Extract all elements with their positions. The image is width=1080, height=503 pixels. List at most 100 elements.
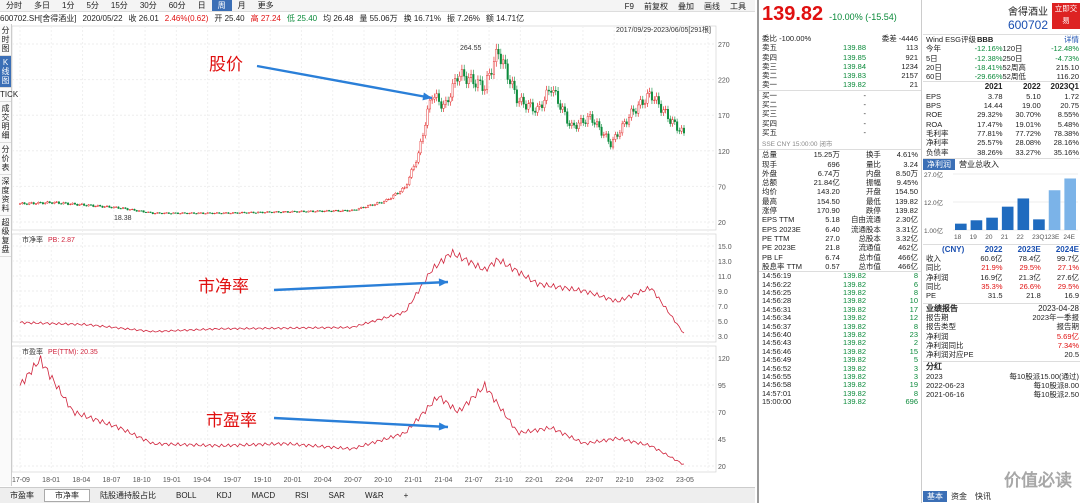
right-panel-tab[interactable]: 资金 bbox=[951, 492, 967, 501]
stat-row: 均价 143.20 开盘 154.50 bbox=[759, 187, 921, 196]
stat-row: 涨停 170.90 跌停 139.82 bbox=[759, 206, 921, 215]
period-tab[interactable]: 5分 bbox=[86, 1, 99, 10]
toolbar-tool[interactable]: 画线 bbox=[704, 1, 720, 11]
candle-body bbox=[213, 213, 216, 215]
tick-volume: 17 bbox=[909, 304, 918, 314]
indicator-tab[interactable]: SAR bbox=[328, 491, 345, 500]
candle-body bbox=[243, 211, 246, 213]
period-tab[interactable]: 月 bbox=[237, 1, 246, 10]
candle-body bbox=[410, 169, 413, 178]
perf-cell: 今年 bbox=[926, 44, 941, 54]
sidebar-tab[interactable]: 分时图 bbox=[0, 24, 11, 56]
stat-label: 均价 bbox=[762, 187, 777, 197]
candle-body bbox=[385, 199, 388, 202]
indicator-tab[interactable]: BOLL bbox=[176, 491, 197, 500]
toolbar-tool[interactable]: 叠加 bbox=[678, 1, 694, 11]
stat-row: EPS TTM 5.18 自由流通 2.30亿 bbox=[759, 215, 921, 224]
fin-cell: 净利率 bbox=[926, 138, 949, 148]
sidebar-tab[interactable]: 超级复盘 bbox=[0, 216, 11, 257]
chart-area[interactable]: 270 220 170 120 70 20 15.0 13.0 11.0 9.0 7.0 5.0 3.0… bbox=[12, 24, 742, 486]
perf-cell: 215.10 bbox=[1056, 62, 1079, 72]
indicator-tab[interactable]: 陆股通持股占比 bbox=[100, 491, 156, 500]
period-tab[interactable]: 更多 bbox=[257, 1, 274, 10]
max-price-label: 264.55 bbox=[460, 45, 482, 52]
sidebar-tab[interactable]: 深度资料 bbox=[0, 175, 11, 216]
indicator-tab[interactable]: KDJ bbox=[216, 491, 232, 500]
candle-body bbox=[570, 122, 573, 126]
perf-cell: 52周低 bbox=[1002, 72, 1026, 82]
candle-body bbox=[607, 133, 610, 142]
market-meta: SSE CNY 15:00:00 闭市 bbox=[759, 137, 921, 151]
fin-row: ROA 17.47% 19.01% 5.48% bbox=[923, 120, 1080, 129]
profit-tab[interactable]: 营业总收入 bbox=[959, 159, 999, 169]
esg-row: Wind ESG评级 BBB 详情 bbox=[923, 34, 1080, 44]
period-tab[interactable]: 1分 bbox=[62, 1, 75, 10]
candle-body bbox=[428, 99, 431, 110]
sidebar-tab[interactable]: 分价表 bbox=[0, 143, 11, 175]
candle-body bbox=[369, 204, 372, 206]
period-tab[interactable]: 分时 bbox=[6, 1, 22, 10]
stat-value: 5.18 bbox=[825, 215, 840, 225]
forecast-cell: 29.5% bbox=[1057, 282, 1079, 292]
esg-detail-link[interactable]: 详情 bbox=[1064, 35, 1079, 44]
forecast-cell: 收入 bbox=[926, 254, 941, 264]
toolbar-tool[interactable]: F9 bbox=[624, 1, 634, 11]
indicator-tab[interactable]: 市盈率 bbox=[10, 491, 34, 500]
sidebar-tab[interactable]: K线图 bbox=[0, 56, 11, 88]
stat-value: 139.82 bbox=[895, 206, 919, 216]
candle-body bbox=[362, 207, 365, 209]
tick-price: 139.82 bbox=[843, 363, 866, 373]
toolbar-tool[interactable]: 前复权 bbox=[644, 1, 668, 11]
report-row: 净利润对应PE 20.5 bbox=[923, 350, 1080, 359]
axis-tick-label: 20 bbox=[718, 464, 726, 471]
right-panel-tab[interactable]: 快讯 bbox=[975, 492, 991, 501]
axis-tick-label: 170 bbox=[718, 113, 730, 120]
add-tab-button[interactable]: + bbox=[403, 491, 409, 500]
period-tab[interactable]: 15分 bbox=[110, 1, 128, 10]
ask-row: 卖三 139.84 1234 bbox=[759, 62, 921, 71]
toolbar-tool[interactable]: 工具 bbox=[730, 1, 746, 11]
dividend-row: 2021-06-16 每10股派2.50 bbox=[923, 390, 1080, 399]
candle-body bbox=[490, 72, 493, 75]
perf-cell: 250日 bbox=[1002, 53, 1023, 63]
period-tab[interactable]: 日 bbox=[197, 1, 206, 10]
candle-body bbox=[296, 211, 299, 213]
fundamentals-column: 舍得酒业 600702 立即交易 Wind ESG评级 BBB 详情 今年 -12.16% 12… bbox=[923, 0, 1080, 503]
indicator-tab[interactable]: RSI bbox=[295, 491, 309, 500]
stat-label: 总市值 bbox=[858, 252, 881, 262]
fin-cell: 19.01% bbox=[1015, 119, 1041, 129]
profit-tab[interactable]: 净利润 bbox=[923, 158, 955, 170]
candle-body bbox=[302, 210, 305, 212]
pb-legend: PB: 2.87 bbox=[48, 237, 75, 244]
candle-body bbox=[463, 69, 466, 77]
tick-volume: 3 bbox=[913, 372, 918, 381]
stat-label: EPS 2023E bbox=[762, 224, 801, 234]
sidebar-tab-label: 分时图 bbox=[1, 26, 10, 53]
period-tab[interactable]: 周 bbox=[211, 0, 232, 11]
fin-cell: 19.00 bbox=[1021, 101, 1041, 111]
period-tab[interactable]: 多日 bbox=[34, 1, 50, 10]
tick-row: 14:56:55 139.82 3 bbox=[759, 372, 921, 381]
perf-cell: -4.73% bbox=[1055, 53, 1079, 63]
candle-body bbox=[261, 211, 264, 214]
candle-body bbox=[426, 108, 429, 126]
trade-button[interactable]: 立即交易 bbox=[1052, 3, 1080, 29]
candle-body bbox=[637, 104, 640, 114]
period-tab[interactable]: 60分 bbox=[168, 1, 186, 10]
sidebar-tab[interactable]: TICK bbox=[0, 88, 18, 102]
tick-row: 14:56:37 139.82 8 bbox=[759, 322, 921, 331]
right-panel-tab[interactable]: 基本 bbox=[923, 491, 947, 502]
dividend-plan: 每10股派2.50 bbox=[1033, 390, 1079, 400]
candle-body bbox=[149, 211, 152, 213]
forecast-cell: 27.6亿 bbox=[1056, 272, 1079, 282]
fin-cell: 毛利率 bbox=[926, 128, 949, 138]
indicator-tab[interactable]: 市净率 bbox=[44, 489, 90, 502]
period-tab[interactable]: 30分 bbox=[139, 1, 157, 10]
sidebar-tab[interactable]: 成交明细 bbox=[0, 102, 11, 143]
indicator-tab[interactable]: MACD bbox=[251, 491, 276, 500]
indicator-tab[interactable]: W&R bbox=[364, 491, 384, 500]
cell bbox=[866, 128, 918, 137]
candle-body bbox=[151, 212, 154, 215]
stat-label: 总量 bbox=[762, 150, 777, 160]
dividend-plan: 每10股派15.00(通过) bbox=[1009, 371, 1079, 381]
